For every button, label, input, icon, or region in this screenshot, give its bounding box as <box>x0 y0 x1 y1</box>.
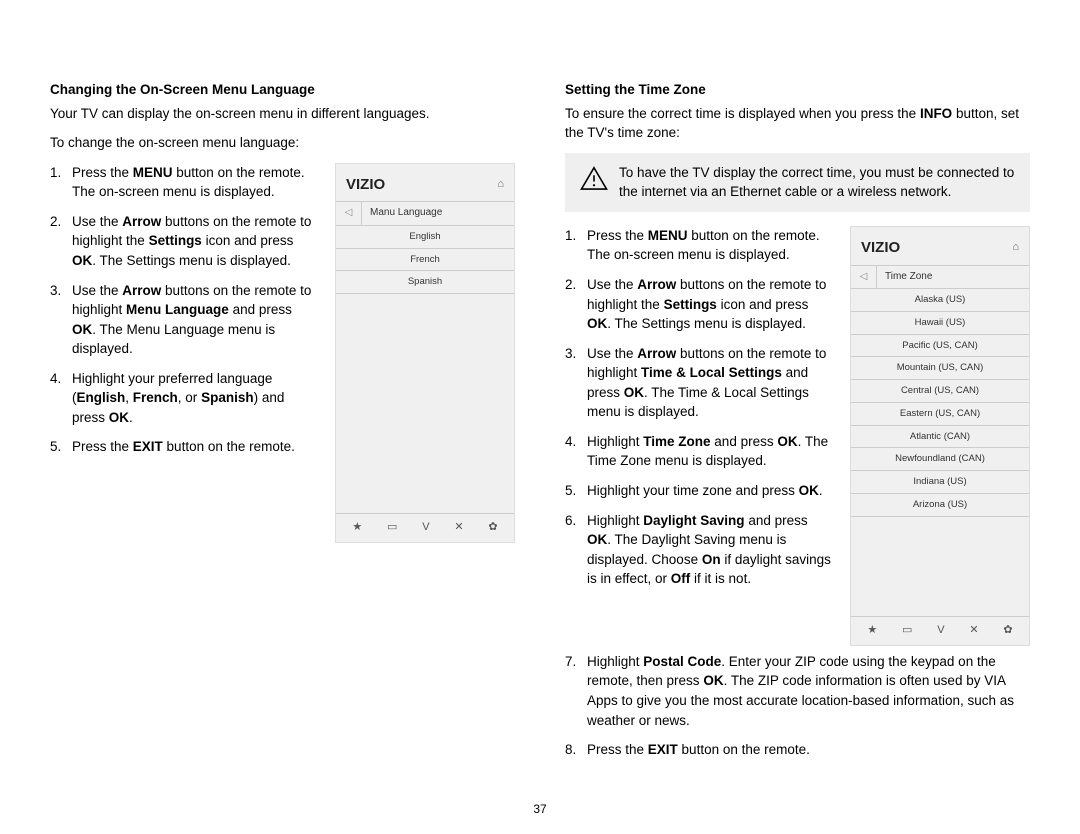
right-steps-upper: Press the MENU button on the remote. The… <box>565 226 832 599</box>
page-columns: Changing the On-Screen Menu Language You… <box>50 80 1030 770</box>
list-item: Mountain (US, CAN) <box>851 357 1029 380</box>
left-step-1: Press the MENU button on the remote. The… <box>50 163 317 202</box>
right-step-6: Highlight Daylight Saving and press OK. … <box>565 511 832 589</box>
tv-header: VIZIO ⌂ <box>851 227 1029 265</box>
star-icon: ★ <box>867 623 877 639</box>
x-icon: ✕ <box>969 623 978 639</box>
right-step-8: Press the EXIT button on the remote. <box>565 740 1030 760</box>
left-steps: Press the MENU button on the remote. The… <box>50 163 317 467</box>
back-icon: ◁ <box>336 202 362 225</box>
list-item: Central (US, CAN) <box>851 380 1029 403</box>
right-step-3: Use the Arrow buttons on the remote to h… <box>565 344 832 422</box>
tv-bottom-bar: ★ ▭ V ✕ ✿ <box>851 616 1029 645</box>
list-item: Atlantic (CAN) <box>851 426 1029 449</box>
gear-icon: ✿ <box>1003 623 1012 639</box>
star-icon: ★ <box>352 520 362 536</box>
tv-bottom-bar: ★ ▭ V ✕ ✿ <box>336 513 514 542</box>
timezone-list: Alaska (US) Hawaii (US) Pacific (US, CAN… <box>851 289 1029 517</box>
left-step-3: Use the Arrow buttons on the remote to h… <box>50 281 317 359</box>
right-intro: To ensure the correct time is displayed … <box>565 104 1030 143</box>
left-tv-panel: VIZIO ⌂ ◁ Manu Language English French S… <box>335 163 515 543</box>
right-column: Setting the Time Zone To ensure the corr… <box>565 80 1030 770</box>
list-item: English <box>336 226 514 249</box>
warning-icon <box>579 164 609 200</box>
right-step-4: Highlight Time Zone and press OK. The Ti… <box>565 432 832 471</box>
right-step-1: Press the MENU button on the remote. The… <box>565 226 832 265</box>
list-item: Alaska (US) <box>851 289 1029 312</box>
list-item: Newfoundland (CAN) <box>851 448 1029 471</box>
left-intro: Your TV can display the on-screen menu i… <box>50 104 515 124</box>
tv-header: VIZIO ⌂ <box>336 164 514 202</box>
home-icon: ⌂ <box>1012 240 1019 256</box>
rect-icon: ▭ <box>902 623 912 639</box>
left-step-2: Use the Arrow buttons on the remote to h… <box>50 212 317 271</box>
list-item: French <box>336 249 514 272</box>
vizio-logo: VIZIO <box>861 237 900 259</box>
left-lead: To change the on-screen menu language: <box>50 133 515 153</box>
page-number: 37 <box>533 801 546 818</box>
menu-title: Manu Language <box>362 202 514 225</box>
warning-text: To have the TV display the correct time,… <box>619 163 1016 202</box>
tv-menubar: ◁ Manu Language <box>336 201 514 226</box>
right-tv-panel: VIZIO ⌂ ◁ Time Zone Alaska (US) Hawaii (… <box>850 226 1030 646</box>
language-list: English French Spanish <box>336 226 514 294</box>
list-item: Eastern (US, CAN) <box>851 403 1029 426</box>
home-icon: ⌂ <box>497 177 504 193</box>
left-content-row: Press the MENU button on the remote. The… <box>50 163 515 543</box>
v-icon: V <box>422 520 429 536</box>
warning-box: To have the TV display the correct time,… <box>565 153 1030 212</box>
list-item: Hawaii (US) <box>851 312 1029 335</box>
list-item: Indiana (US) <box>851 471 1029 494</box>
v-icon: V <box>937 623 944 639</box>
rect-icon: ▭ <box>387 520 397 536</box>
left-step-4: Highlight your preferred language (Engli… <box>50 369 317 428</box>
list-item: Arizona (US) <box>851 494 1029 517</box>
gear-icon: ✿ <box>488 520 497 536</box>
left-step-5: Press the EXIT button on the remote. <box>50 437 317 457</box>
left-heading: Changing the On-Screen Menu Language <box>50 80 515 100</box>
tv-menubar: ◁ Time Zone <box>851 265 1029 290</box>
menu-title: Time Zone <box>877 266 1029 289</box>
right-steps-lower: Highlight Postal Code. Enter your ZIP co… <box>565 652 1030 760</box>
right-step-2: Use the Arrow buttons on the remote to h… <box>565 275 832 334</box>
right-step-7: Highlight Postal Code. Enter your ZIP co… <box>565 652 1030 730</box>
x-icon: ✕ <box>454 520 463 536</box>
right-step-5: Highlight your time zone and press OK. <box>565 481 832 501</box>
vizio-logo: VIZIO <box>346 174 385 196</box>
right-heading: Setting the Time Zone <box>565 80 1030 100</box>
left-column: Changing the On-Screen Menu Language You… <box>50 80 515 770</box>
right-content-row: Press the MENU button on the remote. The… <box>565 226 1030 646</box>
list-item: Spanish <box>336 271 514 294</box>
list-item: Pacific (US, CAN) <box>851 335 1029 358</box>
back-icon: ◁ <box>851 266 877 289</box>
